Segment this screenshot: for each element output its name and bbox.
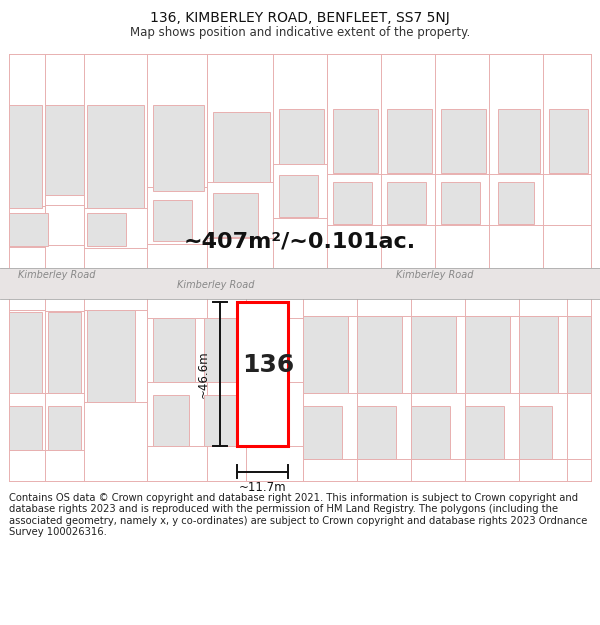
Bar [333, 109, 378, 173]
Bar [87, 309, 135, 402]
Text: Map shows position and indicative extent of the property.: Map shows position and indicative extent… [130, 26, 470, 39]
Text: ~407m²/~0.101ac.: ~407m²/~0.101ac. [184, 231, 416, 251]
Bar [303, 316, 348, 393]
Text: Contains OS data © Crown copyright and database right 2021. This information is : Contains OS data © Crown copyright and d… [9, 492, 587, 538]
Bar [279, 176, 318, 218]
Bar [153, 199, 192, 241]
Text: Kimberley Road: Kimberley Road [396, 270, 473, 280]
Bar [549, 109, 588, 173]
Bar [87, 213, 126, 246]
Bar [87, 105, 144, 208]
Text: Kimberley Road: Kimberley Road [18, 270, 95, 280]
Bar [387, 182, 426, 224]
Bar [387, 109, 432, 173]
Text: ~46.6m: ~46.6m [196, 350, 209, 398]
Text: 136: 136 [242, 353, 295, 377]
Bar [465, 406, 504, 459]
Bar [153, 318, 195, 382]
Bar [357, 406, 396, 459]
Bar [303, 406, 342, 459]
Bar [213, 112, 270, 182]
Text: Kimberley Road: Kimberley Road [177, 281, 254, 291]
Bar [465, 316, 510, 393]
Bar [237, 302, 288, 446]
Bar [153, 396, 189, 446]
Bar [333, 182, 372, 224]
Bar [0, 268, 600, 299]
Bar [9, 406, 42, 451]
Bar [48, 406, 81, 451]
Bar [519, 406, 552, 459]
Bar [519, 316, 558, 393]
Bar [498, 109, 540, 173]
Bar [411, 406, 450, 459]
Bar [45, 105, 84, 195]
Bar [204, 318, 243, 382]
Bar [213, 193, 258, 237]
Bar [9, 105, 42, 208]
Text: ~11.7m: ~11.7m [239, 481, 286, 494]
Bar [411, 316, 456, 393]
Bar [153, 105, 204, 191]
Bar [9, 213, 48, 246]
Bar [441, 109, 486, 173]
Bar [357, 316, 402, 393]
Bar [441, 182, 480, 224]
Bar [204, 396, 237, 446]
Bar [498, 182, 534, 224]
Text: 136, KIMBERLEY ROAD, BENFLEET, SS7 5NJ: 136, KIMBERLEY ROAD, BENFLEET, SS7 5NJ [150, 11, 450, 25]
Bar [279, 109, 324, 164]
Bar [9, 312, 42, 393]
Bar [48, 312, 81, 393]
Bar [567, 316, 591, 393]
